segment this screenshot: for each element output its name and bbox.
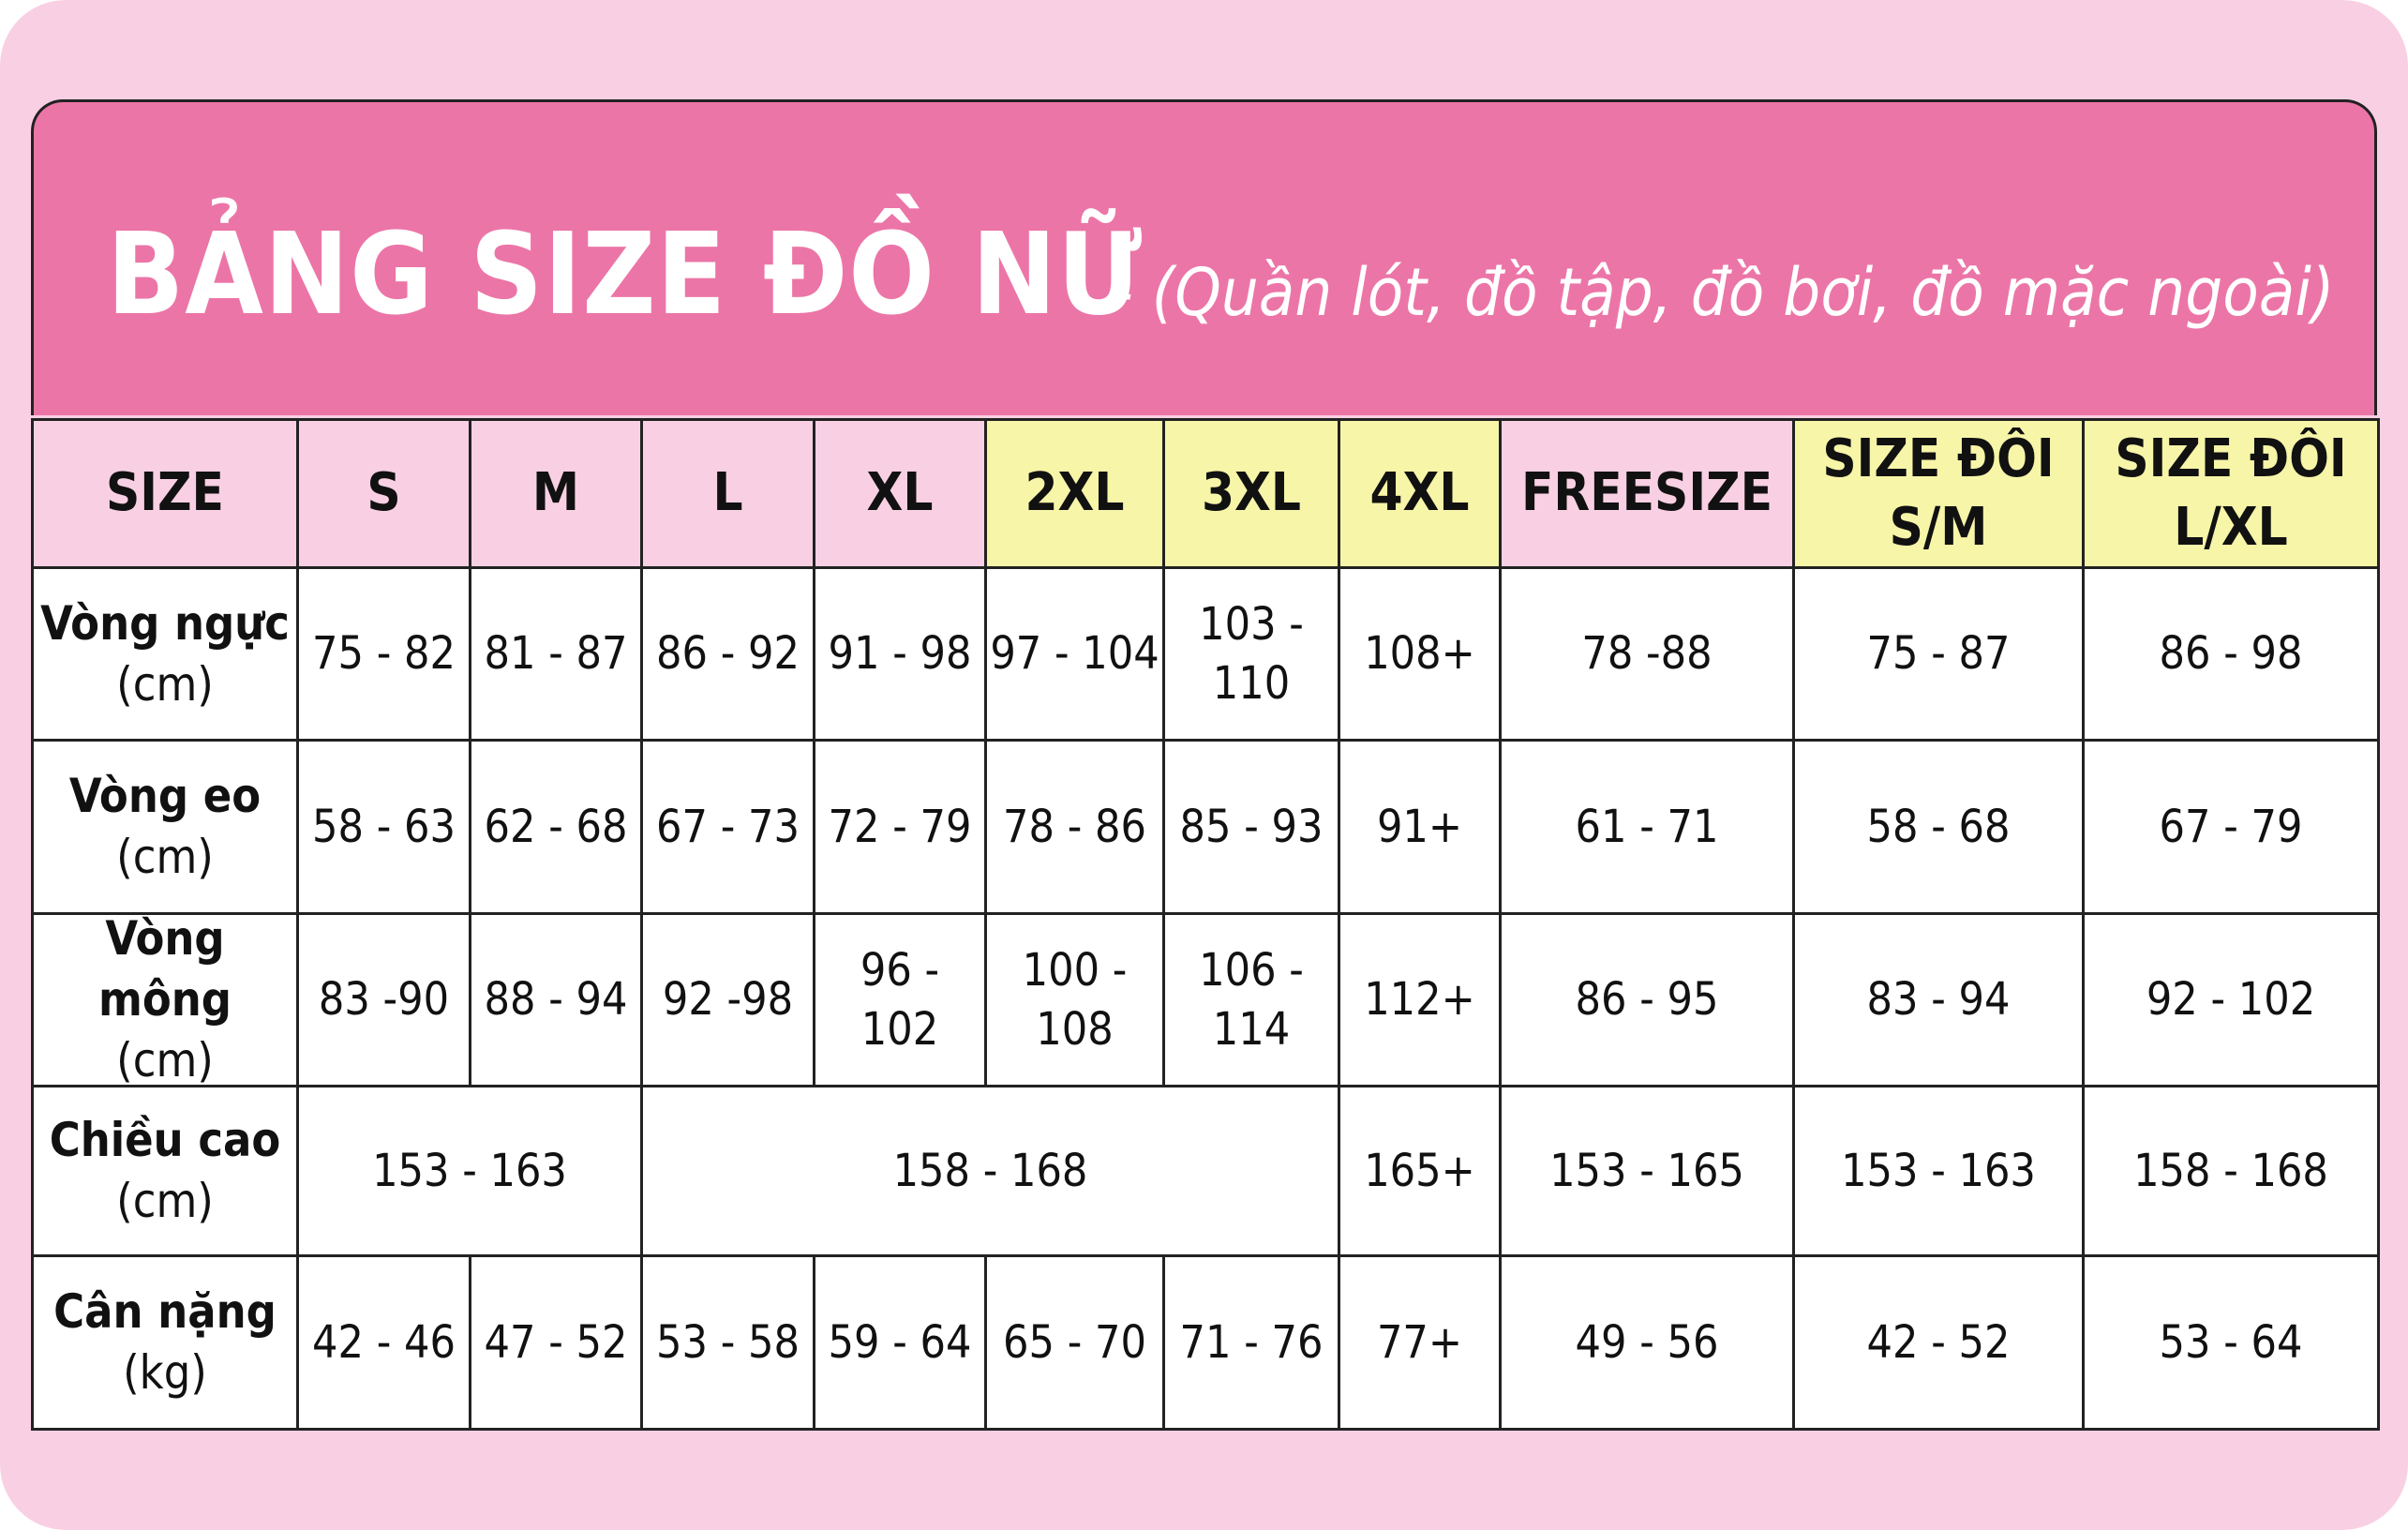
table-cell: 83 -90 <box>299 915 471 1088</box>
column-header: M <box>471 421 643 569</box>
table-cell: 67 - 73 <box>643 742 815 915</box>
size-chart-card: BẢNG SIZE ĐỒ NỮ - (Quần lót, đồ tập, đồ … <box>31 99 2380 1431</box>
table-cell: 97 - 104 <box>987 569 1165 742</box>
row-label: Chiều cao (cm) <box>34 1088 299 1257</box>
table-cell: 158 - 168 <box>2085 1088 2380 1257</box>
table-cell: 78 -88 <box>1502 569 1795 742</box>
column-header: SIZE ĐÔI S/M <box>1795 421 2085 569</box>
row-label-unit: (cm) <box>116 1033 214 1088</box>
row-label: Vòng eo (cm) <box>34 742 299 915</box>
table-cell: 92 -98 <box>643 915 815 1088</box>
table-cell: 42 - 46 <box>299 1257 471 1431</box>
row-label-name: Vòng mông <box>97 911 232 1027</box>
table-cell: 53 - 58 <box>643 1257 815 1431</box>
table-cell: 71 - 76 <box>1165 1257 1340 1431</box>
table-cell: 49 - 56 <box>1502 1257 1795 1431</box>
table-cell: 103 - 110 <box>1165 569 1340 742</box>
table-cell: 108+ <box>1340 569 1502 742</box>
column-header: 4XL <box>1340 421 1502 569</box>
table-cell: 58 - 63 <box>299 742 471 915</box>
row-label-name: Cân nặng <box>53 1284 277 1339</box>
row-label: Vòng mông (cm) <box>34 911 299 1088</box>
row-label-unit: (cm) <box>116 830 214 884</box>
table-cell: 72 - 79 <box>815 742 987 915</box>
row-label: Vòng ngực (cm) <box>34 569 299 742</box>
table-cell: 78 - 86 <box>987 742 1165 915</box>
table-cell: 83 - 94 <box>1795 915 2085 1088</box>
table-cell: 61 - 71 <box>1502 742 1795 915</box>
column-header: FREESIZE <box>1502 421 1795 569</box>
table-cell: 67 - 79 <box>2085 742 2380 915</box>
table-cell: 53 - 64 <box>2085 1257 2380 1431</box>
table-cell: 91 - 98 <box>815 569 987 742</box>
table-cell: 106 - 114 <box>1165 915 1340 1088</box>
column-header: 2XL <box>987 421 1165 569</box>
column-header: L <box>643 421 815 569</box>
page-subtitle: - (Quần lót, đồ tập, đồ bơi, đồ mặc ngoà… <box>1112 254 2335 331</box>
page-title: BẢNG SIZE ĐỒ NỮ <box>107 210 1144 340</box>
row-label-unit: (cm) <box>116 1174 214 1228</box>
table-cell: 112+ <box>1340 915 1502 1088</box>
table-cell: 165+ <box>1340 1088 1502 1257</box>
table-cell: 88 - 94 <box>471 915 643 1088</box>
table-cell: 86 - 98 <box>2085 569 2380 742</box>
table-cell: 86 - 95 <box>1502 915 1795 1088</box>
title-bar: BẢNG SIZE ĐỒ NỮ - (Quần lót, đồ tập, đồ … <box>31 99 2377 415</box>
row-label-name: Chiều cao <box>49 1113 281 1167</box>
table-cell: 85 - 93 <box>1165 742 1340 915</box>
table-cell: 75 - 82 <box>299 569 471 742</box>
table-cell: 153 - 163 <box>299 1088 643 1257</box>
table-cell: 47 - 52 <box>471 1257 643 1431</box>
column-header: SIZE <box>34 421 299 569</box>
column-header: XL <box>815 421 987 569</box>
table-cell: 158 - 168 <box>643 1088 1340 1257</box>
table-cell: 81 - 87 <box>471 569 643 742</box>
column-header: S <box>299 421 471 569</box>
table-cell: 91+ <box>1340 742 1502 915</box>
column-header: 3XL <box>1165 421 1340 569</box>
table-cell: 86 - 92 <box>643 569 815 742</box>
table-cell: 58 - 68 <box>1795 742 2085 915</box>
table-cell: 77+ <box>1340 1257 1502 1431</box>
table-cell: 75 - 87 <box>1795 569 2085 742</box>
table-cell: 65 - 70 <box>987 1257 1165 1431</box>
table-cell: 96 - 102 <box>815 915 987 1088</box>
table-cell: 92 - 102 <box>2085 915 2380 1088</box>
table-cell: 100 - 108 <box>987 915 1165 1088</box>
table-cell: 153 - 165 <box>1502 1088 1795 1257</box>
table-cell: 153 - 163 <box>1795 1088 2085 1257</box>
column-header: SIZE ĐÔI L/XL <box>2085 421 2380 569</box>
row-label: Cân nặng (kg) <box>34 1257 299 1431</box>
table-cell: 42 - 52 <box>1795 1257 2085 1431</box>
row-label-name: Vòng eo <box>68 769 262 823</box>
size-table: SIZE S M L XL 2XL 3XL 4XL FREESIZE SIZE ĐÔI S/M SI… <box>31 418 2380 1431</box>
row-label-unit: (kg) <box>123 1345 207 1400</box>
row-label-name: Vòng ngực <box>40 595 290 651</box>
table-cell: 59 - 64 <box>815 1257 987 1431</box>
row-label-unit: (cm) <box>116 656 214 712</box>
table-cell: 62 - 68 <box>471 742 643 915</box>
